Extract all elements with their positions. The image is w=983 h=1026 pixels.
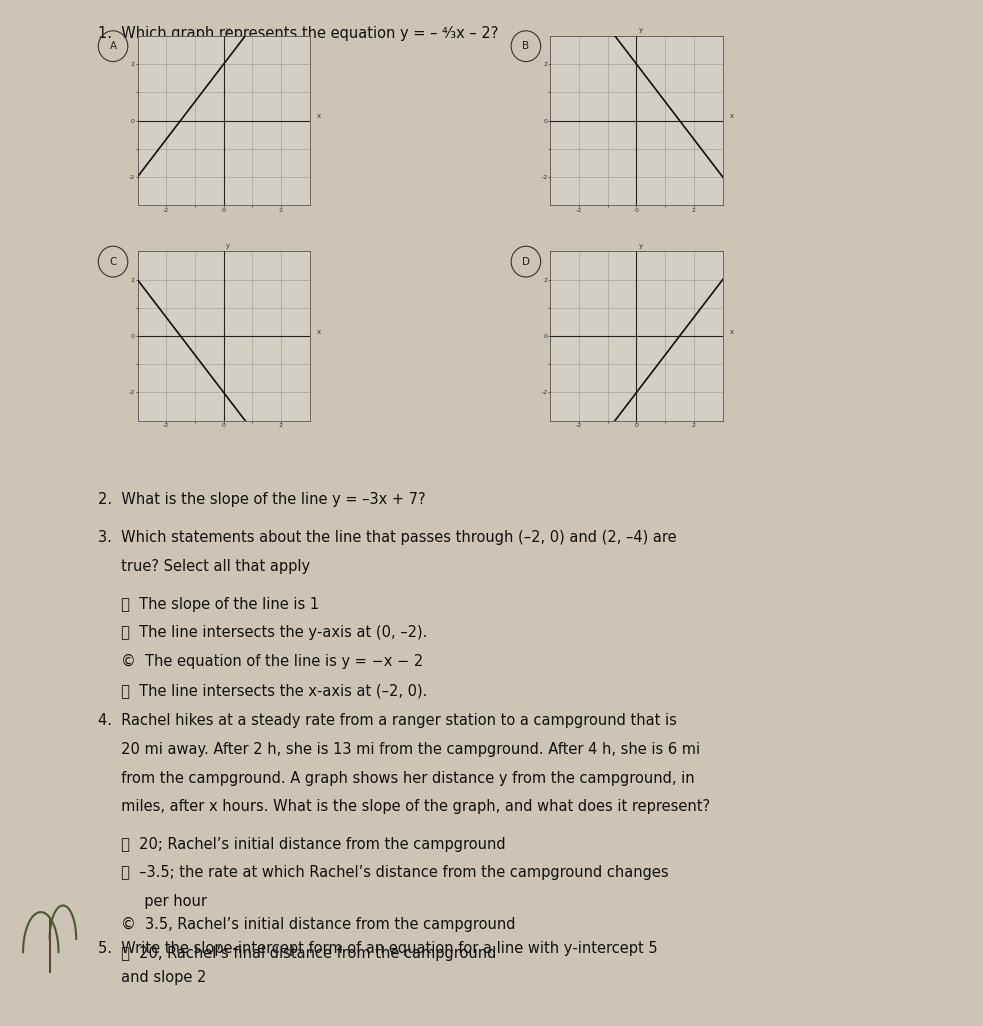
Text: C: C bbox=[109, 256, 117, 267]
Text: B: B bbox=[522, 41, 530, 51]
Text: ©  The equation of the line is y = −x − 2: © The equation of the line is y = −x − 2 bbox=[98, 654, 424, 669]
Text: 5.  Write the slope-intercept form of an equation for a line with y‐intercept 5: 5. Write the slope-intercept form of an … bbox=[98, 941, 658, 956]
Text: x: x bbox=[317, 328, 320, 334]
Text: x: x bbox=[317, 113, 320, 119]
Text: Ⓑ  The line intersects the y‐axis at (0, –2).: Ⓑ The line intersects the y‐axis at (0, … bbox=[98, 625, 428, 640]
Text: true? Select all that apply: true? Select all that apply bbox=[98, 559, 311, 575]
Text: from the campground. A graph shows her distance y from the campground, in: from the campground. A graph shows her d… bbox=[98, 771, 695, 786]
Text: Ⓐ  20; Rachel’s initial distance from the campground: Ⓐ 20; Rachel’s initial distance from the… bbox=[98, 836, 506, 852]
Text: y: y bbox=[639, 27, 643, 33]
Text: miles, after x hours. What is the slope of the graph, and what does it represent: miles, after x hours. What is the slope … bbox=[98, 799, 711, 815]
Text: x: x bbox=[729, 113, 733, 119]
Text: ©  3.5, Rachel’s initial distance from the campground: © 3.5, Rachel’s initial distance from th… bbox=[98, 917, 516, 932]
Text: Ⓑ  –3.5; the rate at which Rachel’s distance from the campground changes: Ⓑ –3.5; the rate at which Rachel’s dista… bbox=[98, 865, 668, 880]
Text: y: y bbox=[226, 27, 230, 33]
Text: per hour: per hour bbox=[98, 894, 207, 909]
Text: Ⓐ  The slope of the line is 1: Ⓐ The slope of the line is 1 bbox=[98, 596, 319, 611]
Text: y: y bbox=[639, 242, 643, 248]
Text: Ⓒ  The line intersects the x‐axis at (–2, 0).: Ⓒ The line intersects the x‐axis at (–2,… bbox=[98, 682, 428, 698]
Text: 1.  Which graph represents the equation y = – ⁴⁄₃x – 2?: 1. Which graph represents the equation y… bbox=[98, 26, 498, 41]
Text: x: x bbox=[729, 328, 733, 334]
Text: 20 mi away. After 2 h, she is 13 mi from the campground. After 4 h, she is 6 mi: 20 mi away. After 2 h, she is 13 mi from… bbox=[98, 742, 701, 757]
Text: A: A bbox=[109, 41, 117, 51]
Text: 4.  Rachel hikes at a steady rate from a ranger station to a campground that is: 4. Rachel hikes at a steady rate from a … bbox=[98, 713, 677, 728]
Text: 2.  What is the slope of the line y = –3x + 7?: 2. What is the slope of the line y = –3x… bbox=[98, 492, 426, 508]
Text: D: D bbox=[522, 256, 530, 267]
Text: 3.  Which statements about the line that passes through (–2, 0) and (2, –4) are: 3. Which statements about the line that … bbox=[98, 530, 677, 546]
Text: y: y bbox=[226, 242, 230, 248]
Text: Ⓒ  20, Rachel’s final distance from the campground: Ⓒ 20, Rachel’s final distance from the c… bbox=[98, 946, 496, 960]
Text: and slope 2: and slope 2 bbox=[98, 970, 206, 985]
